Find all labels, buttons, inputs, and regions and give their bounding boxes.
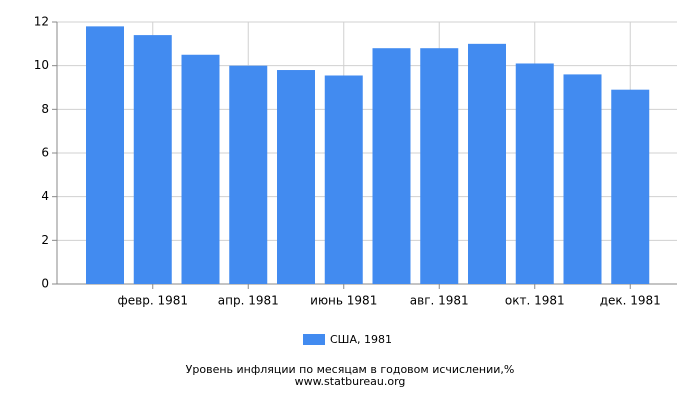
y-tick-label: 12 — [34, 15, 49, 29]
y-tick-label: 2 — [41, 233, 49, 247]
y-tick-label: 8 — [41, 102, 49, 116]
x-tick-label: дек. 1981 — [600, 294, 661, 308]
x-tick-label: авг. 1981 — [410, 294, 469, 308]
bar — [468, 43, 506, 285]
legend-label: США, 1981 — [330, 333, 392, 346]
y-tick-label: 6 — [41, 146, 49, 160]
chart-source: www.statbureau.org — [295, 375, 406, 388]
bar — [515, 63, 554, 284]
bar — [277, 70, 315, 285]
y-tick-label: 0 — [41, 277, 49, 291]
bar — [324, 75, 363, 284]
x-tick-label: апр. 1981 — [218, 294, 279, 308]
y-tick-label: 4 — [41, 189, 49, 203]
bar — [372, 48, 411, 285]
chart-title: Уровень инфляции по месяцам в годовом ис… — [186, 363, 515, 376]
bar — [563, 74, 602, 285]
bar — [133, 35, 172, 284]
bar — [181, 54, 220, 284]
legend-swatch — [303, 334, 325, 345]
bar — [229, 65, 268, 285]
bar — [611, 89, 650, 284]
x-tick-label: окт. 1981 — [505, 294, 565, 308]
y-tick-label: 10 — [34, 58, 49, 72]
x-tick-label: июнь 1981 — [310, 294, 377, 308]
bar — [420, 48, 459, 285]
x-tick-label: февр. 1981 — [118, 294, 189, 308]
bar — [86, 26, 124, 284]
